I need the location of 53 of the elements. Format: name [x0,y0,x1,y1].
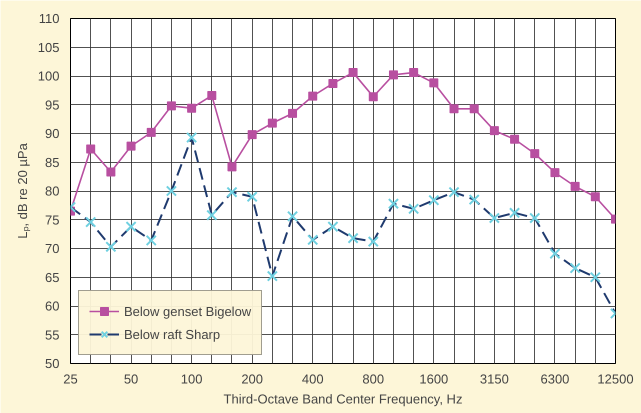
x-tick-label: 12500 [597,372,634,386]
point [146,128,156,137]
point [207,91,216,100]
legend-label: Below genset Bigelow [124,304,252,318]
point [328,78,338,88]
y-tick-label: 75 [45,212,60,228]
point [187,104,196,113]
y-tick-label: 85 [45,154,60,170]
point [570,182,580,191]
y-tick-label: 55 [45,327,60,342]
point [86,144,96,154]
y-tick-label: 100 [38,68,60,84]
point [166,101,176,110]
x-tick-label: 800 [362,372,384,386]
y-tick-label: 95 [45,97,60,112]
point [590,192,600,202]
legend-label: Below raft Sharp [124,326,220,342]
point [368,92,378,102]
y-tick-label: 65 [45,270,60,285]
x-tick-label: 25 [63,372,78,386]
y-axis-title: Lₚ, dB re 20 µPa [14,142,31,239]
point [490,126,499,136]
x-tick-label: 1600 [419,372,448,386]
point [550,168,560,178]
point [288,108,298,118]
point [510,134,520,144]
point [470,104,479,114]
x-tick-label: 6300 [540,372,570,386]
point [106,168,116,177]
x-tick-label: 400 [302,372,324,386]
x-tick-label: 200 [241,372,264,386]
point [429,78,438,88]
x-tick-label: 50 [124,372,138,386]
y-tick-label: 80 [45,184,60,198]
point [450,104,459,114]
point [409,68,418,78]
x-axis-title: Third-Octave Band Center Frequency, Hz [224,392,462,406]
point [348,68,358,78]
point [308,92,318,101]
y-tick-label: 70 [45,241,60,256]
point [227,162,236,172]
y-tick-label: 90 [45,126,60,141]
point [126,142,136,151]
x-tick-label: 3150 [480,372,509,386]
point [388,70,398,80]
y-tick-label: 105 [38,40,60,55]
point [248,130,257,140]
y-tick-label: 110 [38,11,60,26]
y-tick-label: 60 [45,298,60,314]
point [268,118,277,128]
point [530,149,540,158]
x-tick-label: 100 [180,372,202,386]
y-tick-label: 50 [45,356,60,371]
